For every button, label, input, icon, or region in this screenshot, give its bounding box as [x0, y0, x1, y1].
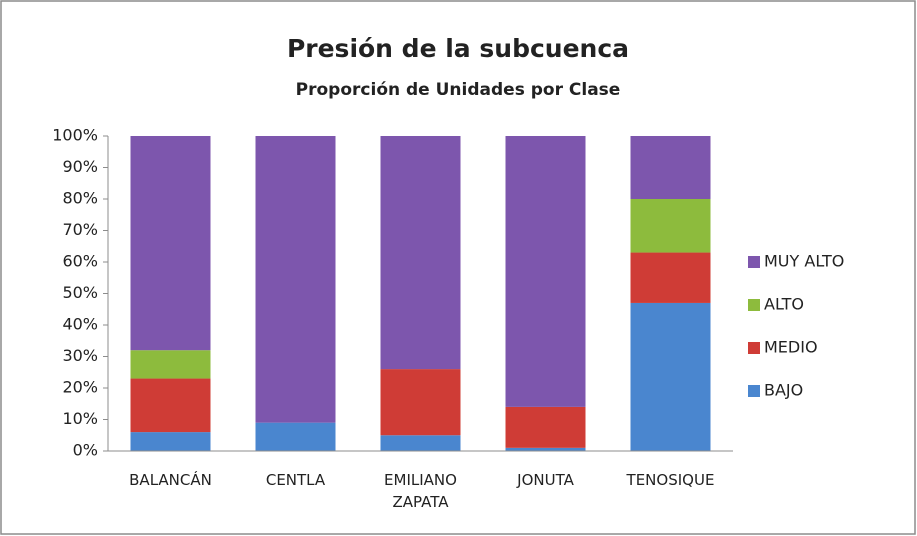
bar-segment	[130, 378, 211, 433]
x-tick-label: CENTLA	[265, 471, 326, 489]
bar-segment	[130, 350, 211, 379]
x-tick-label: EMILIANO ZAPATA	[384, 471, 457, 511]
bar-segment	[630, 199, 711, 253]
legend-label: MUY ALTO	[764, 252, 844, 271]
y-tick-label: 40%	[62, 315, 98, 334]
chart-title: Presión de la subcuenca	[287, 34, 629, 63]
bar-segment	[380, 435, 461, 451]
y-tick-label: 10%	[62, 409, 98, 428]
x-tick-label: JONUTA	[517, 471, 574, 489]
bar-segment	[630, 302, 711, 451]
chart-subtitle: Proporción de Unidades por Clase	[296, 80, 621, 100]
y-tick-label: 70%	[62, 220, 98, 239]
bar-segment	[255, 422, 336, 451]
legend-swatch	[748, 299, 760, 311]
y-tick-label: 90%	[62, 157, 98, 176]
bar-segment	[255, 136, 336, 423]
y-tick-label: 0%	[73, 441, 98, 460]
legend-swatch	[748, 256, 760, 268]
legend-label: MEDIO	[764, 338, 818, 357]
x-tick-label: BALANCÁN	[129, 471, 212, 489]
legend-label: ALTO	[764, 295, 804, 314]
bar-segment	[630, 252, 711, 303]
y-tick-label: 100%	[52, 126, 98, 145]
y-tick-label: 80%	[62, 189, 98, 208]
y-tick-label: 60%	[62, 252, 98, 271]
bar-segment	[130, 136, 211, 351]
bar-segment	[630, 136, 711, 199]
bar-segment	[505, 406, 586, 448]
legend-label: BAJO	[764, 381, 803, 400]
bar-segment	[380, 136, 461, 370]
y-tick-label: 30%	[62, 346, 98, 365]
bar-segment	[505, 136, 586, 407]
bar-segment	[505, 447, 586, 451]
y-tick-label: 50%	[62, 283, 98, 302]
legend-swatch	[748, 342, 760, 354]
x-tick-label: TENOSIQUE	[626, 471, 715, 489]
legend-swatch	[748, 385, 760, 397]
bar-segment	[130, 432, 211, 451]
bar-segment	[380, 369, 461, 436]
y-tick-label: 20%	[62, 378, 98, 397]
